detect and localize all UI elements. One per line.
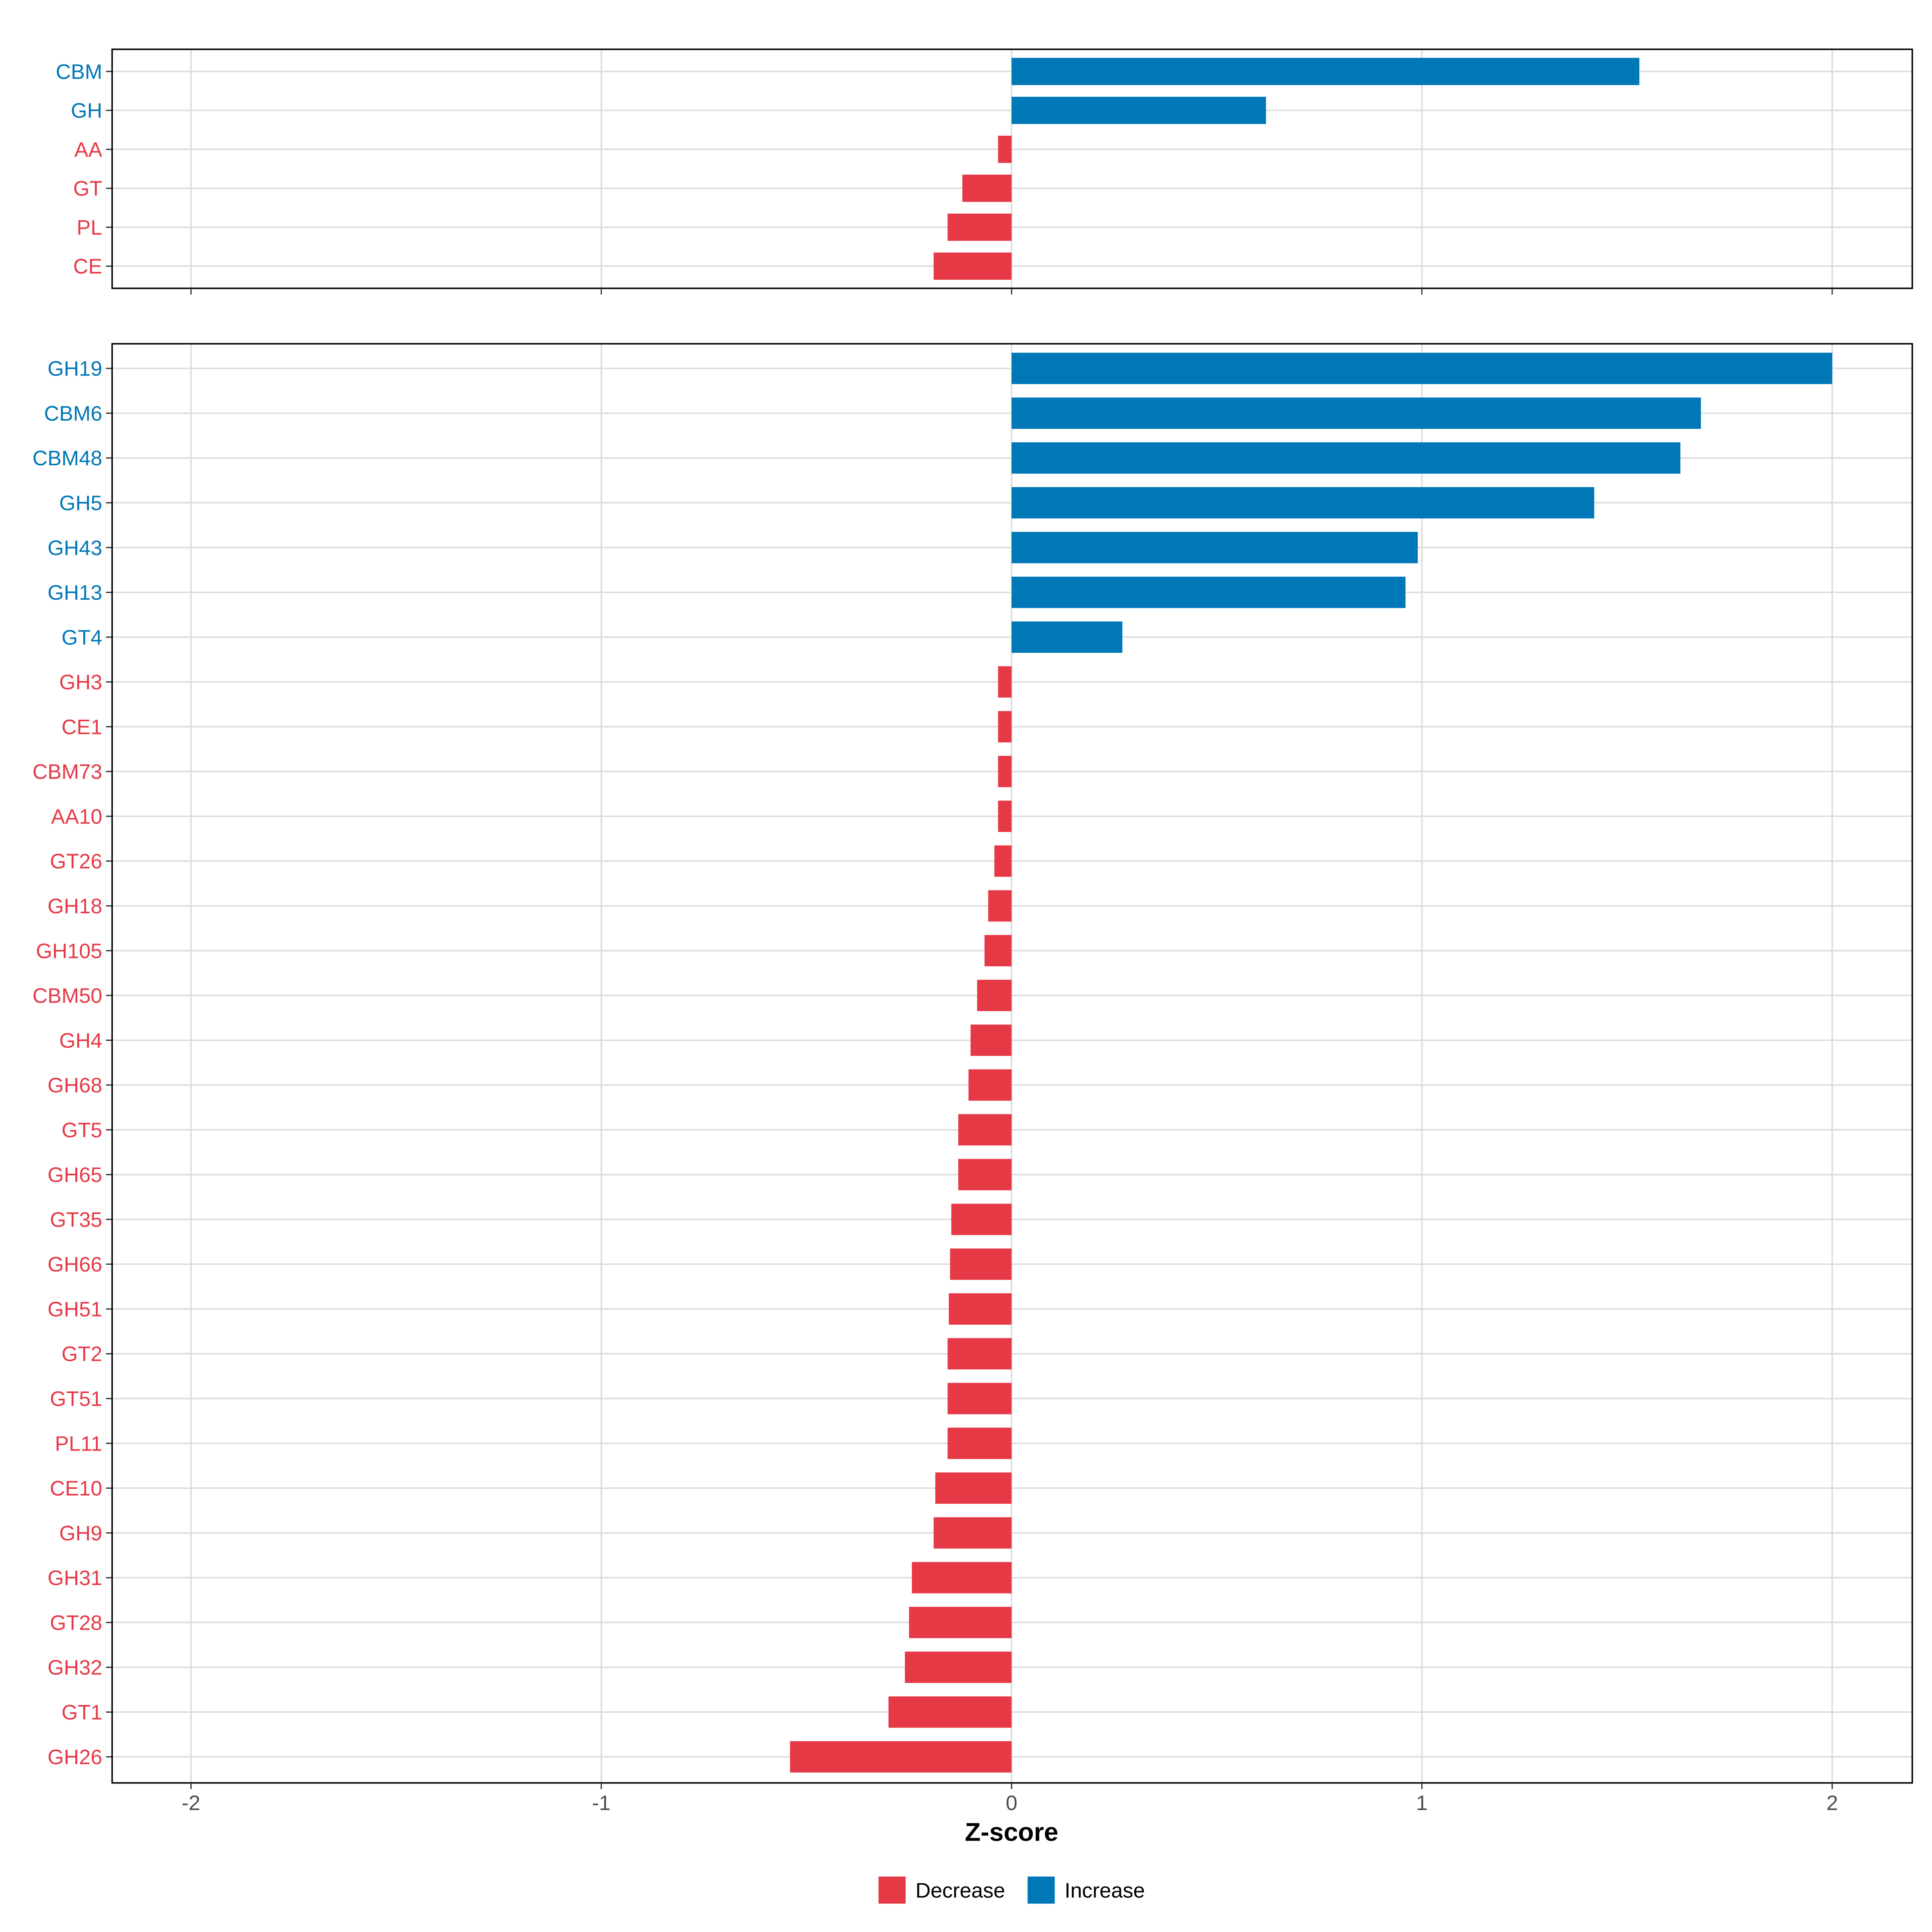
y-tick-label: GH3	[59, 671, 102, 694]
y-tick-label: AA10	[51, 805, 102, 828]
y-tick-label: GH5	[59, 492, 102, 515]
bar-GT26	[994, 845, 1012, 877]
bar-GH13	[1011, 576, 1406, 608]
y-tick-label: AA	[74, 138, 103, 161]
y-tick-label: PL11	[55, 1432, 102, 1455]
bar-GT28	[909, 1607, 1012, 1638]
y-tick-label: GH9	[59, 1522, 102, 1545]
legend-label-increase: Increase	[1065, 1879, 1145, 1902]
bar-CE1	[998, 711, 1012, 743]
bar-GT1	[888, 1696, 1012, 1728]
y-tick-label: GT26	[50, 850, 102, 873]
y-tick-label: CBM50	[33, 985, 103, 1008]
y-tick-label: CE	[73, 255, 102, 279]
y-tick-label: GT35	[50, 1208, 102, 1232]
y-tick-label: CE10	[50, 1477, 102, 1501]
bar-GH18	[988, 890, 1012, 922]
y-tick-label: GH65	[47, 1164, 102, 1187]
y-tick-label: GH43	[47, 537, 102, 560]
bar-GH32	[905, 1651, 1012, 1683]
bar-GH3	[998, 666, 1012, 698]
bar-CE10	[935, 1472, 1012, 1504]
y-tick-label: CBM6	[44, 402, 103, 425]
legend: Decrease Increase	[878, 1876, 1145, 1904]
y-tick-label: GT2	[62, 1343, 102, 1366]
y-tick-label: GT4	[62, 626, 102, 649]
x-tick-label: 1	[1416, 1792, 1428, 1815]
y-tick-label: GT28	[50, 1611, 102, 1635]
y-tick-label: GH105	[36, 939, 102, 963]
y-tick-label: GH13	[47, 581, 102, 605]
bar-GT51	[947, 1383, 1012, 1414]
bar-CBM	[1011, 58, 1639, 85]
y-tick-label: GT	[73, 177, 102, 200]
bar-GH66	[950, 1248, 1012, 1280]
y-tick-label: GH68	[47, 1074, 102, 1097]
y-tick-label: GH26	[47, 1746, 102, 1769]
bar-CE	[933, 252, 1012, 280]
y-tick-label: GH18	[47, 895, 102, 918]
x-tick-label: -1	[592, 1792, 611, 1815]
legend-swatch-increase	[1028, 1876, 1055, 1904]
bar-CBM50	[977, 980, 1012, 1011]
bar-CBM48	[1011, 442, 1680, 474]
y-tick-label: CBM	[56, 60, 102, 84]
y-tick-label: GH4	[59, 1029, 102, 1053]
x-tick-label: -2	[182, 1792, 200, 1815]
bar-CBM73	[998, 755, 1012, 787]
y-tick-label: CBM48	[33, 447, 103, 470]
bar-GH5	[1011, 487, 1594, 519]
y-tick-label: GH	[71, 99, 102, 123]
panel-family: GH19 CBM6 CBM48 GH5 GH43 GH13 GT4 GH3 CE1 CBM73 AA…	[33, 343, 1913, 1789]
x-axis-label: Z-score	[965, 1817, 1058, 1846]
y-tick-label: CE1	[62, 716, 102, 739]
bar-GH9	[933, 1517, 1012, 1549]
panel-class: CBM GH AA GT PL CE	[56, 48, 1913, 295]
x-tick-label: 0	[1006, 1792, 1018, 1815]
bar-GH68	[968, 1069, 1012, 1101]
y-tick-label: GT1	[62, 1701, 102, 1724]
bar-GH51	[949, 1293, 1012, 1325]
bar-CBM6	[1011, 397, 1701, 429]
y-tick-label: GH19	[47, 357, 102, 381]
bar-GH26	[790, 1741, 1012, 1773]
bar-GH31	[912, 1562, 1012, 1593]
bar-PL11	[947, 1427, 1012, 1459]
y-tick-label: GH32	[47, 1656, 102, 1680]
y-tick-label: GH66	[47, 1253, 102, 1276]
bar-GH	[1011, 97, 1266, 124]
bar-GH19	[1011, 353, 1833, 384]
y-tick-label: CBM73	[33, 760, 103, 784]
legend-swatch-decrease	[878, 1876, 906, 1904]
bar-GH105	[984, 935, 1012, 966]
bar-GT2	[947, 1338, 1012, 1370]
x-tick-label: 2	[1827, 1792, 1838, 1815]
y-tick-label: GT51	[50, 1387, 102, 1411]
bar-GH43	[1011, 532, 1418, 564]
bar-AA10	[998, 801, 1012, 832]
bar-AA	[998, 136, 1012, 163]
bar-GT	[962, 174, 1012, 202]
y-tick-label: GH31	[47, 1567, 102, 1590]
bar-GH4	[970, 1024, 1012, 1056]
bar-GT4	[1011, 621, 1123, 653]
bar-GT5	[958, 1114, 1012, 1146]
bar-GT35	[951, 1203, 1012, 1235]
legend-label-decrease: Decrease	[915, 1879, 1005, 1902]
y-tick-label: GT5	[62, 1119, 102, 1142]
y-tick-label: GH51	[47, 1298, 102, 1321]
bar-PL	[947, 213, 1012, 241]
y-tick-label: PL	[76, 216, 102, 239]
bar-GH65	[958, 1159, 1012, 1191]
